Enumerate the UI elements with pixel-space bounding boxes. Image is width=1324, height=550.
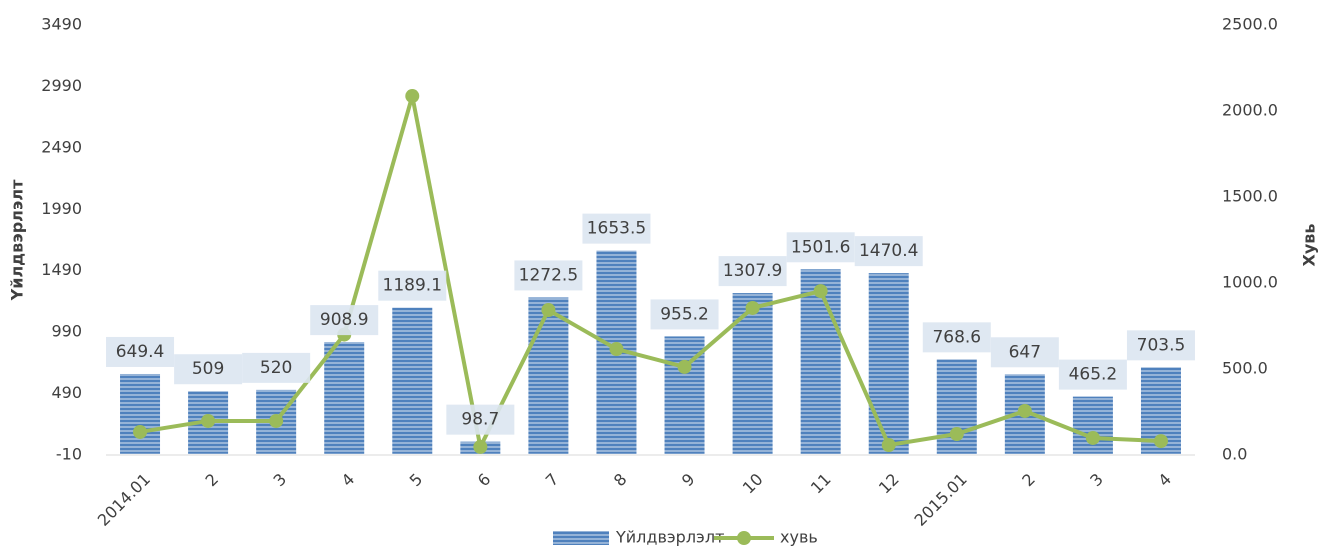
y2-axis-title: Хувь: [1300, 223, 1319, 266]
y-tick-label: 2990: [41, 76, 82, 95]
data-label-box: [1126, 330, 1195, 361]
bar: [868, 273, 909, 454]
data-label: 520: [260, 358, 292, 378]
legend-label: Үйлдвэрлэлт: [615, 528, 724, 547]
data-label-box: [990, 337, 1059, 368]
y-tick-label: 3490: [41, 15, 82, 34]
x-tick-label: 9: [678, 470, 699, 491]
data-label-box: [786, 232, 855, 263]
line-point: [677, 359, 692, 374]
x-tick-label: 10: [739, 470, 767, 498]
y2-tick-label: 1500.0: [1222, 187, 1278, 206]
y-tick-label: 2490: [41, 137, 82, 156]
y2-tick-label: 500.0: [1222, 359, 1268, 378]
y-tick-label: 1990: [41, 199, 82, 218]
data-label: 1272.5: [519, 265, 578, 285]
x-tick-label: 5: [406, 470, 427, 491]
line-point: [1017, 403, 1032, 418]
data-label-box: [242, 352, 311, 383]
data-label: 955.2: [660, 304, 709, 324]
line-point: [201, 413, 216, 428]
x-tick-label: 7: [542, 470, 563, 491]
data-label: 1653.5: [587, 219, 646, 239]
data-label: 1470.4: [859, 241, 918, 261]
legend-label: хувь: [780, 528, 818, 547]
x-tick-label: 4: [1154, 470, 1175, 491]
x-tick-label: 2: [201, 470, 222, 491]
data-label-box: [446, 404, 515, 435]
bar: [120, 373, 161, 454]
line-point: [745, 300, 760, 315]
line-point: [405, 89, 420, 104]
y-tick-label: -10: [56, 445, 82, 464]
data-label: 98.7: [461, 410, 499, 430]
y-tick-label: 990: [51, 322, 82, 341]
data-label-box: [922, 322, 991, 353]
line-point: [473, 439, 488, 454]
line-point: [949, 427, 964, 442]
line-point: [1085, 430, 1100, 445]
x-tick-label: 3: [1086, 470, 1107, 491]
data-label-box: [854, 236, 923, 267]
y2-tick-label: 2000.0: [1222, 101, 1278, 120]
y-axis-title: Үйлдвэрлэлт: [8, 179, 27, 301]
line-point: [813, 284, 828, 299]
x-tick-label: 12: [875, 470, 903, 498]
x-tick-label: 3: [270, 470, 291, 491]
y-tick-label: 490: [51, 383, 82, 402]
data-label-box: [718, 256, 787, 287]
line-series: [139, 95, 1162, 454]
data-label: 703.5: [1137, 335, 1186, 355]
bar: [800, 269, 841, 454]
data-label: 465.2: [1069, 365, 1118, 385]
bar: [732, 293, 773, 454]
data-label-box: [650, 299, 719, 330]
bar: [528, 297, 569, 454]
data-label: 1307.9: [723, 261, 782, 281]
line-point: [1153, 434, 1168, 449]
data-label: 509: [192, 359, 224, 379]
bar: [392, 307, 433, 454]
data-label-box: [378, 270, 447, 301]
legend-swatch: [737, 531, 751, 545]
data-label: 1501.6: [791, 237, 850, 257]
data-label-box: [1058, 359, 1127, 390]
data-label: 1189.1: [383, 276, 442, 296]
x-tick-label: 6: [474, 470, 495, 491]
x-tick-label: 2: [1018, 470, 1039, 491]
data-label: 768.6: [932, 327, 981, 347]
data-label-box: [310, 305, 379, 336]
data-label: 647: [1009, 342, 1041, 362]
y2-tick-label: 0.0: [1222, 445, 1247, 464]
y2-tick-label: 2500.0: [1222, 15, 1278, 34]
data-label: 908.9: [320, 310, 369, 330]
line-point: [609, 342, 624, 357]
bar: [1072, 396, 1113, 454]
data-label-box: [514, 260, 583, 291]
line-point: [881, 438, 896, 453]
data-label-box: [174, 354, 243, 385]
x-tick-label: 2015.01: [911, 470, 971, 530]
line-point: [133, 424, 148, 439]
data-label-box: [106, 336, 175, 367]
line-point: [269, 413, 284, 428]
x-tick-label: 11: [807, 470, 835, 498]
x-tick-label: 4: [338, 470, 359, 491]
data-label-box: [582, 213, 651, 244]
x-tick-label: 2014.01: [94, 470, 154, 530]
data-label: 649.4: [116, 342, 165, 362]
bar: [324, 342, 365, 454]
y2-tick-label: 1000.0: [1222, 273, 1278, 292]
y-tick-label: 1490: [41, 260, 82, 279]
line-point: [541, 303, 556, 318]
x-tick-label: 8: [610, 470, 631, 491]
legend-swatch: [553, 531, 609, 545]
